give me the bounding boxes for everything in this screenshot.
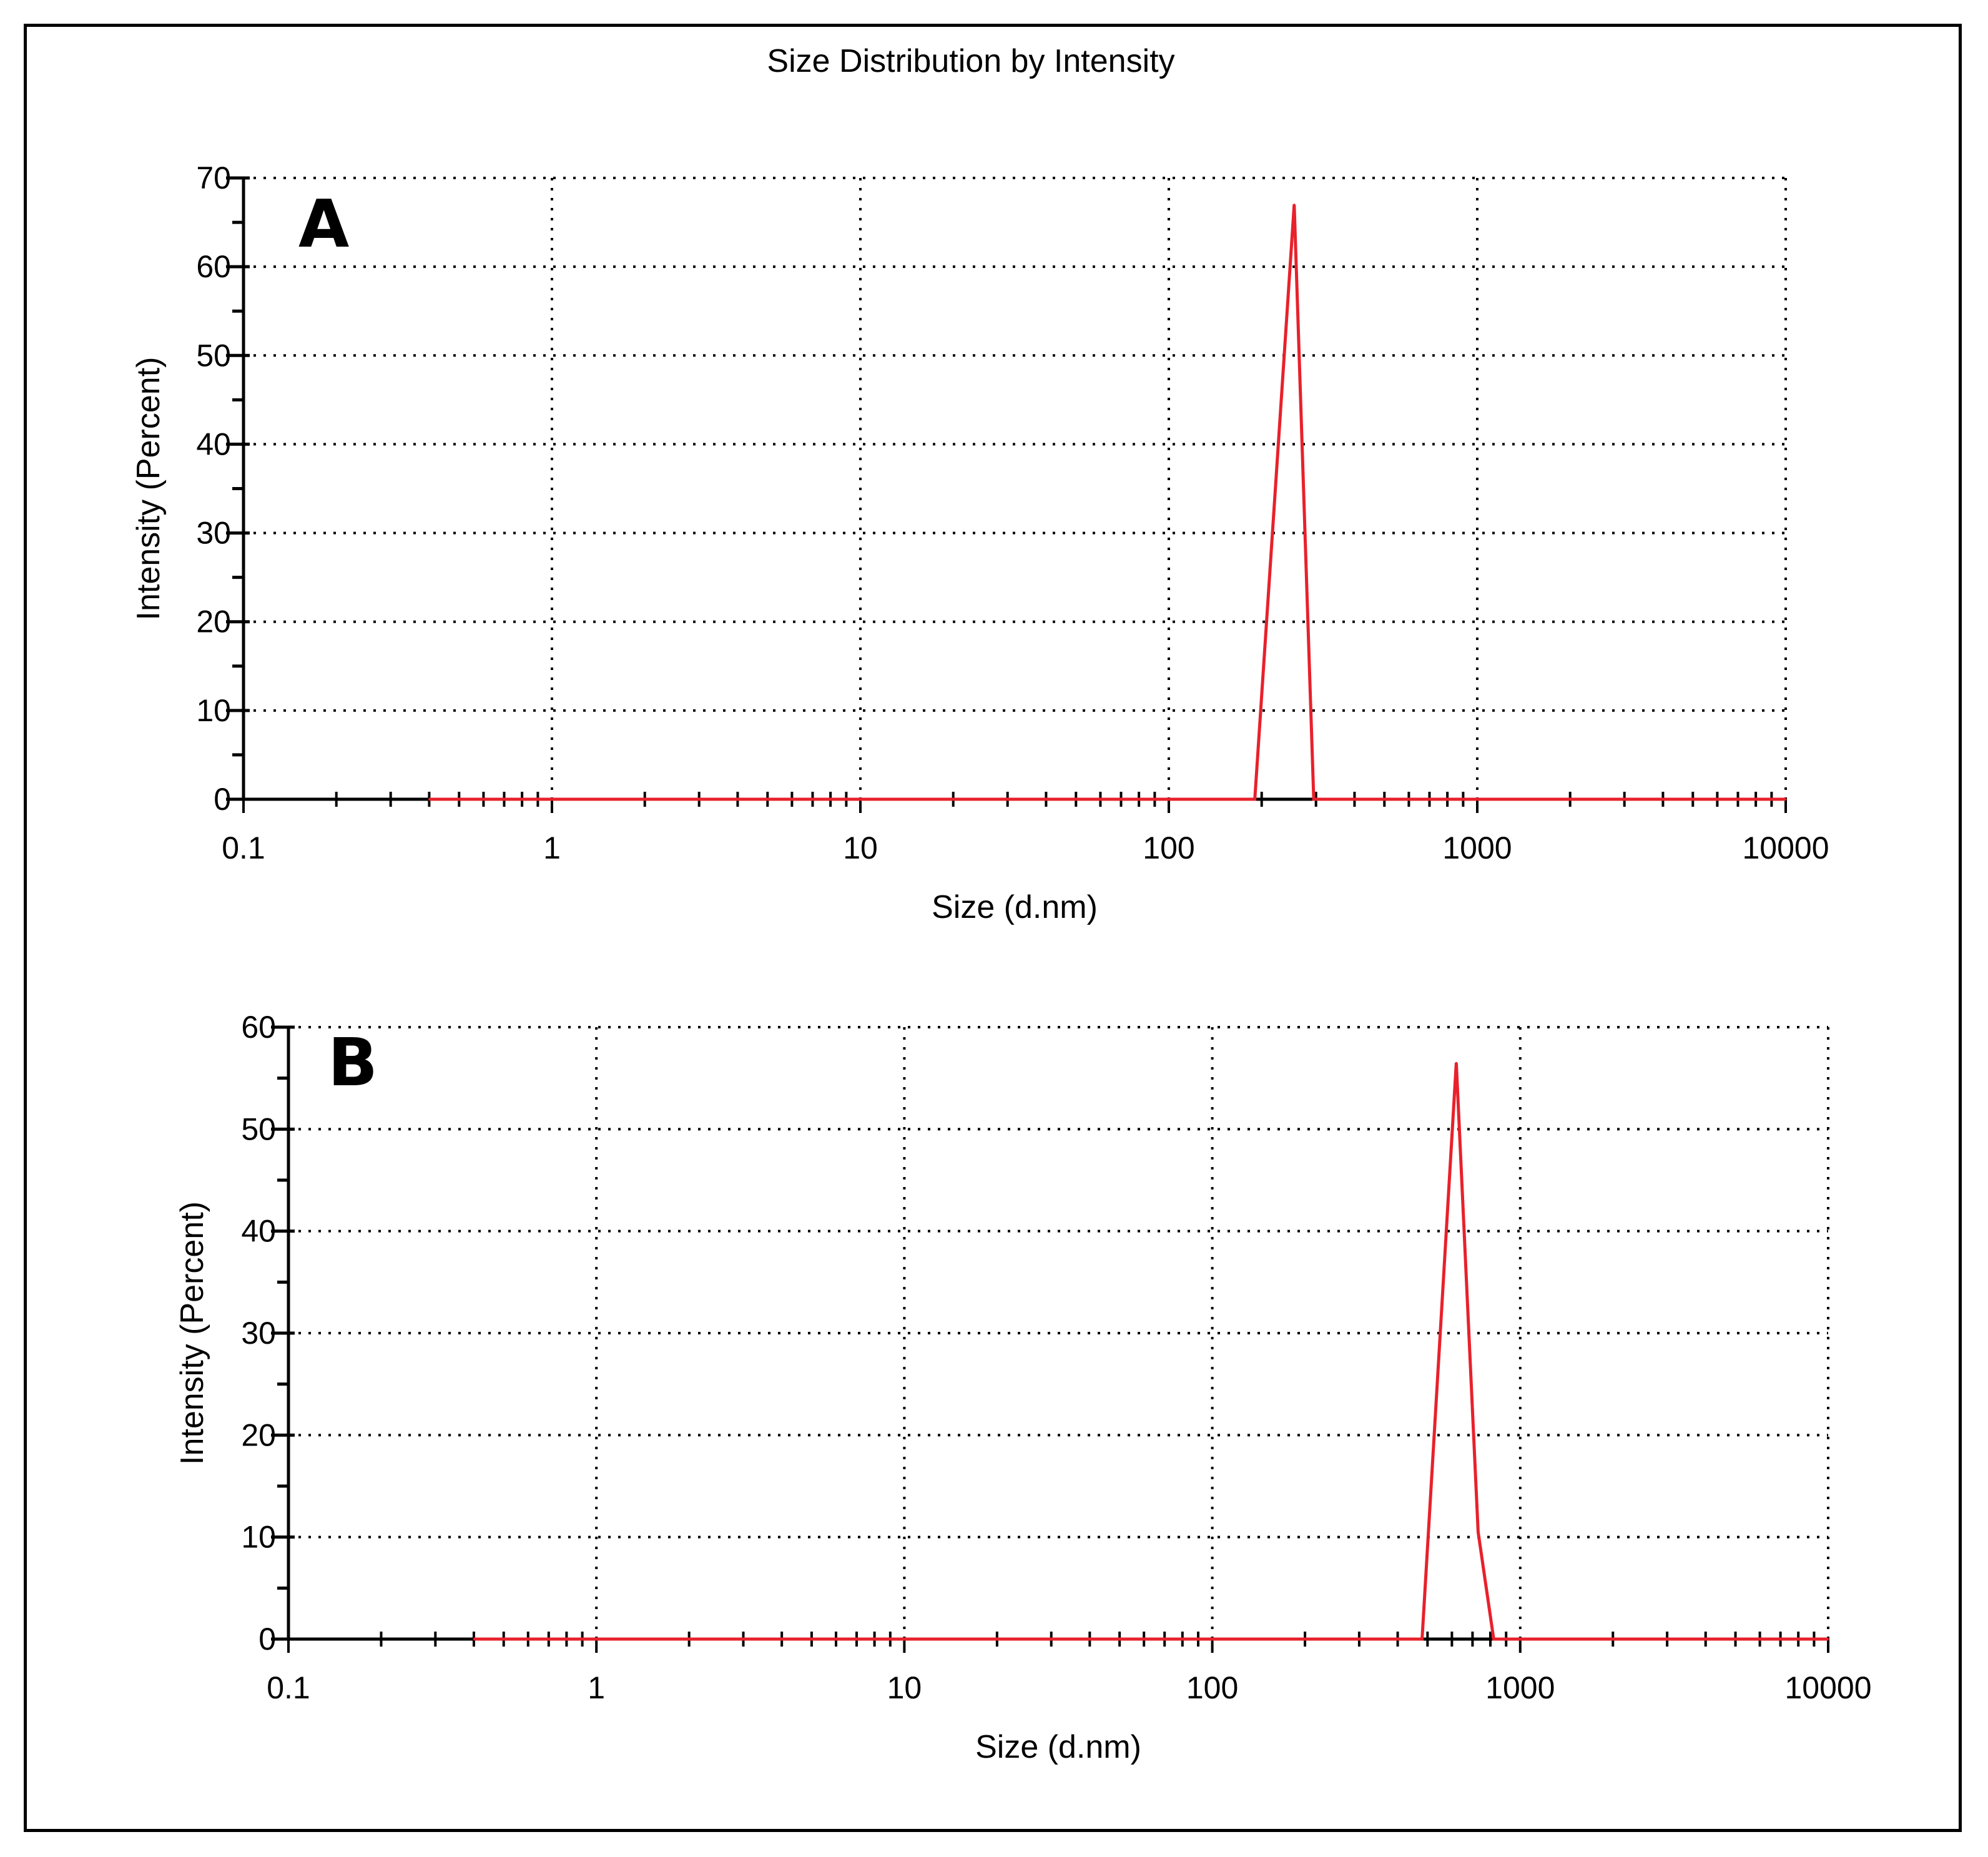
y-tick-label: 40: [196, 426, 231, 461]
y-tick-label: 40: [241, 1214, 276, 1249]
x-tick-label: 1000: [1485, 1670, 1555, 1705]
x-tick-label: 10: [887, 1670, 922, 1705]
series-point: [1293, 204, 1296, 206]
x-tick-label: 0.1: [222, 830, 265, 865]
y-tick-label: 70: [196, 160, 231, 195]
series-point: [1477, 1531, 1479, 1533]
y-tick-label: 0: [258, 1622, 276, 1657]
y-tick-label: 10: [196, 693, 231, 728]
x-tick-label: 10: [843, 830, 878, 865]
figure-frame: [24, 24, 1962, 1832]
y-tick-label: 30: [241, 1316, 276, 1351]
x-axis-label: Size (d.nm): [975, 1729, 1141, 1765]
panel-label: B: [328, 1025, 378, 1101]
series-point: [428, 798, 430, 800]
series-point: [1492, 1638, 1495, 1640]
y-tick-label: 20: [241, 1417, 276, 1452]
x-tick-label: 1: [543, 830, 561, 865]
series-point: [1254, 798, 1256, 800]
series-point: [1784, 798, 1787, 800]
chart-panel-a: 0 10 20 30 40 50 60 70 0.1 1 10 100 1000 10000 Size (d…: [130, 43, 1829, 925]
y-tick-label: 60: [196, 249, 231, 284]
x-tick-label: 100: [1143, 830, 1194, 865]
panel-label: A: [298, 186, 349, 262]
x-tick-label: 1: [588, 1670, 605, 1705]
x-tick-label: 1000: [1442, 830, 1512, 865]
y-tick-label: 60: [241, 1010, 276, 1045]
y-tick-label: 50: [241, 1111, 276, 1146]
y-tick-label: 10: [241, 1520, 276, 1555]
y-tick-label: 50: [196, 338, 231, 373]
chart-title: Size Distribution by Intensity: [767, 43, 1174, 79]
series-point: [1312, 798, 1315, 800]
y-axis-label: Intensity (Percent): [130, 357, 167, 621]
y-tick-label: 0: [214, 782, 231, 817]
series-point: [1421, 1638, 1424, 1640]
x-tick-label: 0.1: [267, 1670, 310, 1705]
y-tick-label: 20: [196, 604, 231, 639]
x-axis-label: Size (d.nm): [932, 889, 1098, 925]
x-tick-label: 10000: [1742, 830, 1829, 865]
series-line: [473, 1063, 1828, 1641]
series-point: [473, 1638, 475, 1640]
x-tick-label: 100: [1186, 1670, 1238, 1705]
chart-panel-b: 0 10 20 30 40 50 60 0.1 1 10 100 1000 10000 Size (d.n…: [174, 1010, 1872, 1765]
series-point: [1827, 1638, 1829, 1640]
y-axis-label: Intensity (Percent): [174, 1201, 210, 1465]
x-tick-label: 10000: [1784, 1670, 1871, 1705]
y-tick-label: 30: [196, 516, 231, 551]
series-point: [1455, 1061, 1457, 1064]
